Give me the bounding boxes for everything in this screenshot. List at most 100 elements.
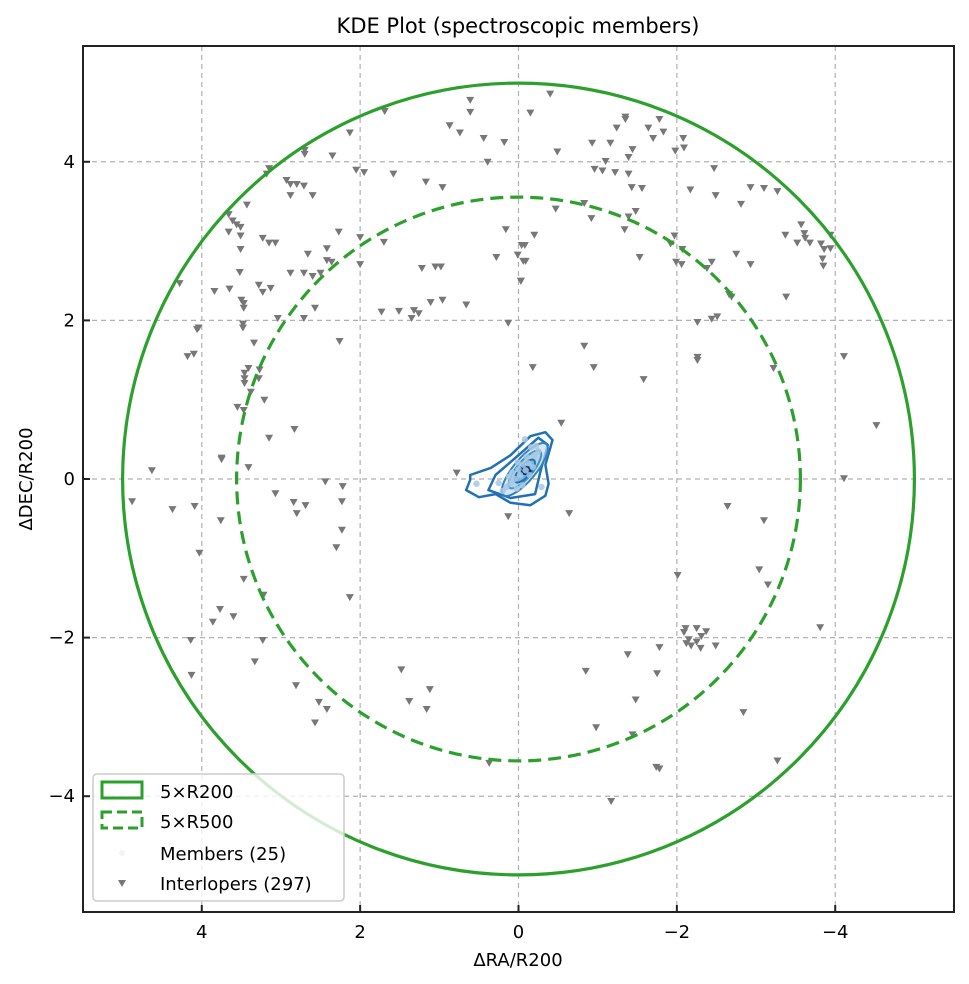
interloper-point [414, 310, 423, 318]
interloper-point [238, 320, 247, 328]
interloper-point [581, 667, 590, 675]
interloper-point [601, 157, 610, 165]
interloper-point [681, 625, 690, 633]
interloper-point [644, 124, 653, 132]
interloper-point [759, 517, 768, 525]
interloper-point [183, 353, 192, 361]
interloper-point [679, 134, 688, 142]
interloper-point [479, 134, 488, 142]
interloper-point [659, 128, 668, 136]
interloper-point [327, 258, 336, 266]
interloper-point [627, 184, 636, 192]
member-point [529, 463, 536, 471]
interloper-point [755, 566, 764, 574]
interloper-point [839, 475, 848, 483]
interloper-point [334, 228, 343, 236]
legend-patch-r500 [100, 810, 144, 830]
interloper-point [300, 150, 309, 158]
interloper-point [580, 342, 589, 350]
interloper-point [697, 633, 706, 641]
interloper-point [352, 166, 361, 174]
member-point [519, 482, 526, 489]
interloper-point [338, 483, 347, 491]
interloper-point [587, 215, 596, 223]
interloper-point [189, 350, 198, 358]
interloper-point [773, 757, 782, 765]
interloper-point [672, 258, 681, 266]
interloper-point [417, 265, 426, 273]
interloper-point [240, 380, 249, 388]
member-point [499, 487, 506, 495]
interloper-point [286, 269, 295, 277]
interloper-point [426, 299, 435, 307]
interloper-point [240, 369, 249, 377]
interloper-point [702, 628, 711, 636]
interloper-point [684, 636, 693, 644]
interloper-point [239, 304, 248, 312]
interloper-point [500, 138, 509, 146]
interloper-point [421, 178, 430, 186]
interloper-point [321, 478, 330, 486]
interloper-point [588, 139, 597, 147]
interloper-point [260, 396, 269, 404]
interloper-point [289, 498, 298, 506]
interloper-point [244, 364, 253, 372]
interloper-point [620, 226, 629, 234]
member-point [507, 479, 514, 487]
member-point [531, 452, 538, 459]
interloper-point [258, 636, 267, 644]
interloper-point [299, 182, 308, 190]
member-point [495, 479, 502, 487]
x-tick-label: 2 [354, 922, 365, 943]
interloper-point [194, 324, 203, 332]
interloper-point [631, 207, 640, 215]
interloper-point [492, 253, 501, 261]
interloper-point [737, 200, 746, 208]
interloper-point [229, 613, 238, 621]
interloper-point [438, 184, 447, 192]
interloper-point [286, 192, 295, 200]
interloper-point [723, 502, 732, 510]
interloper-point [773, 188, 782, 196]
interloper-point [377, 308, 386, 316]
interloper-point [299, 269, 308, 277]
y-axis-label: ΔDEC/R200 [16, 427, 37, 530]
interloper-point [580, 200, 589, 208]
legend: 5×R200 5×R500 Members (25) Interlopers (… [92, 773, 345, 902]
interloper-point [655, 115, 664, 123]
interloper-point [801, 234, 810, 242]
interloper-point [405, 698, 414, 706]
interloper-point [345, 129, 354, 137]
interloper-point [687, 642, 696, 650]
interloper-point [308, 192, 317, 200]
interloper-point [819, 262, 828, 270]
interloper-point [238, 324, 247, 332]
interloper-point [380, 108, 389, 116]
interloper-point [186, 636, 195, 644]
interloper-point [782, 293, 791, 301]
interloper-point [258, 288, 267, 296]
interloper-point [258, 234, 267, 242]
interloper-point [653, 670, 662, 678]
legend-label-r200: 5×R200 [160, 782, 233, 803]
plot-area [120, 81, 917, 877]
interloper-point [805, 239, 814, 247]
interloper-point [673, 571, 682, 579]
interloper-point [328, 152, 337, 160]
interloper-point [546, 90, 555, 98]
interloper-point [607, 797, 616, 805]
interloper-point [606, 139, 615, 147]
interloper-point [763, 581, 772, 589]
interloper-point [504, 319, 513, 327]
interloper-point [655, 765, 664, 773]
member-point [523, 453, 530, 460]
interloper-point [872, 422, 881, 430]
interloper-point [816, 624, 825, 632]
interloper-point [746, 184, 755, 192]
interloper-point [431, 263, 440, 271]
interloper-point [713, 313, 722, 321]
interloper-point [553, 148, 562, 156]
interloper-point [519, 257, 528, 265]
interloper-point [244, 464, 253, 472]
interloper-point [483, 158, 492, 166]
